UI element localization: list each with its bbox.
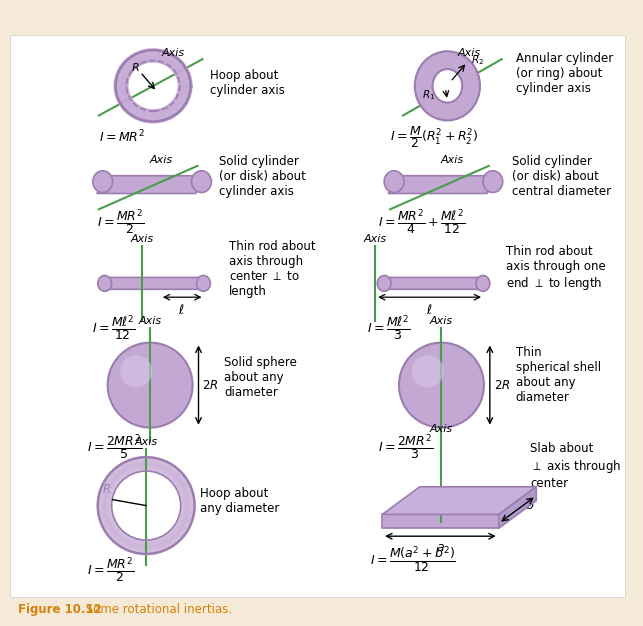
Ellipse shape <box>98 275 112 291</box>
Circle shape <box>107 342 193 428</box>
Polygon shape <box>97 176 208 193</box>
Text: $I = \dfrac{MR^2}{4} + \dfrac{M\ell^2}{12}$: $I = \dfrac{MR^2}{4} + \dfrac{M\ell^2}{1… <box>378 207 466 237</box>
Text: Solid cylinder
(or disk) about
cylinder axis: Solid cylinder (or disk) about cylinder … <box>219 155 306 198</box>
Text: $I = \dfrac{M\ell^2}{3}$: $I = \dfrac{M\ell^2}{3}$ <box>367 313 412 342</box>
Text: Hoop about
any diameter: Hoop about any diameter <box>201 486 280 515</box>
Text: $2R$: $2R$ <box>203 379 219 392</box>
Ellipse shape <box>415 51 480 120</box>
Ellipse shape <box>197 275 210 291</box>
Text: Axis: Axis <box>131 234 154 244</box>
Text: $I = MR^2$: $I = MR^2$ <box>99 129 145 145</box>
Text: Slab about
$\perp$ axis through
center: Slab about $\perp$ axis through center <box>530 443 622 490</box>
Text: $I = \dfrac{M}{2}(R_1^2 + R_2^2)$: $I = \dfrac{M}{2}(R_1^2 + R_2^2)$ <box>390 124 478 150</box>
Polygon shape <box>380 277 487 289</box>
FancyBboxPatch shape <box>10 34 625 597</box>
Ellipse shape <box>483 171 503 193</box>
Text: Thin rod about
axis through
center $\perp$ to
length: Thin rod about axis through center $\per… <box>229 240 316 297</box>
Circle shape <box>120 355 152 387</box>
Circle shape <box>399 342 484 428</box>
Text: Axis: Axis <box>458 48 481 58</box>
Text: $I = \dfrac{2MR^2}{3}$: $I = \dfrac{2MR^2}{3}$ <box>378 433 433 462</box>
Ellipse shape <box>433 69 462 103</box>
Text: $\ell$: $\ell$ <box>178 303 185 317</box>
Polygon shape <box>499 487 536 528</box>
Text: $I = \dfrac{2MR^2}{5}$: $I = \dfrac{2MR^2}{5}$ <box>87 433 142 462</box>
Text: $I = \dfrac{MR^2}{2}$: $I = \dfrac{MR^2}{2}$ <box>87 555 134 585</box>
Text: Axis: Axis <box>134 438 158 448</box>
Text: Thin rod about
axis through one
end $\perp$ to length: Thin rod about axis through one end $\pe… <box>505 245 606 292</box>
Text: $I = \dfrac{MR^2}{2}$: $I = \dfrac{MR^2}{2}$ <box>97 207 144 237</box>
Text: Thin
spherical shell
about any
diameter: Thin spherical shell about any diameter <box>516 346 601 404</box>
Polygon shape <box>382 487 536 515</box>
Text: Figure 10.12: Figure 10.12 <box>18 603 102 616</box>
Text: Axis: Axis <box>149 155 172 165</box>
Text: $2R$: $2R$ <box>494 379 511 392</box>
Ellipse shape <box>93 171 113 193</box>
Ellipse shape <box>476 275 490 291</box>
Polygon shape <box>101 277 208 289</box>
Text: $R$: $R$ <box>131 61 140 73</box>
Polygon shape <box>388 176 499 193</box>
Circle shape <box>412 355 444 387</box>
Text: Some rotational inertias.: Some rotational inertias. <box>82 603 232 616</box>
Text: Annular cylinder
(or ring) about
cylinder axis: Annular cylinder (or ring) about cylinde… <box>516 51 613 95</box>
Text: $R$: $R$ <box>102 483 111 496</box>
Text: $R_2$: $R_2$ <box>471 53 484 67</box>
Text: Axis: Axis <box>430 316 453 326</box>
Text: Axis: Axis <box>161 48 185 58</box>
Ellipse shape <box>384 171 404 193</box>
Text: Solid sphere
about any
diameter: Solid sphere about any diameter <box>224 356 297 399</box>
Text: Axis: Axis <box>138 316 161 326</box>
Ellipse shape <box>377 275 391 291</box>
Text: $a$: $a$ <box>436 541 445 554</box>
Text: $R_1$: $R_1$ <box>422 88 435 101</box>
Text: Solid cylinder
(or disk) about
central diameter: Solid cylinder (or disk) about central d… <box>512 155 611 198</box>
Ellipse shape <box>192 171 212 193</box>
Text: $I = \dfrac{M\ell^2}{12}$: $I = \dfrac{M\ell^2}{12}$ <box>92 313 136 342</box>
Text: $I = \dfrac{M(a^2 + b^2)}{12}$: $I = \dfrac{M(a^2 + b^2)}{12}$ <box>370 545 457 575</box>
Text: Axis: Axis <box>364 234 387 244</box>
Text: $b$: $b$ <box>525 498 535 511</box>
Polygon shape <box>382 515 499 528</box>
Text: Axis: Axis <box>430 424 453 434</box>
Text: $\ell$: $\ell$ <box>426 303 433 317</box>
Text: Hoop about
cylinder axis: Hoop about cylinder axis <box>210 69 285 97</box>
Text: Axis: Axis <box>440 155 464 165</box>
